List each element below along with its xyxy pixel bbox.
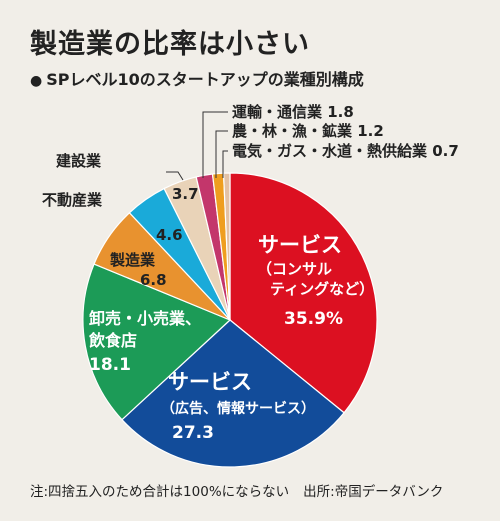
slice-labels: サービス （コンサル ティングなど） 35.9% サービス （広告、情報サービス… — [42, 103, 459, 443]
label-agriculture: 農・林・漁・鉱業 1.2 — [232, 122, 384, 140]
label-manufacturing-line1: 製造業 — [109, 251, 156, 269]
label-construction-value: 3.7 — [172, 185, 199, 203]
label-construction-name: 建設業 — [56, 152, 102, 170]
leader-line-transport — [202, 111, 228, 178]
label-service-consulting-line1: サービス — [258, 233, 342, 257]
label-service-ads-line1: サービス — [168, 370, 252, 394]
pie-slice-9 — [222, 172, 231, 321]
pie-slice-3 — [82, 263, 232, 421]
subtitle-text: SPレベル10のスタートアップの業種別構成 — [46, 70, 364, 89]
label-retail-line2: 飲食店 — [88, 331, 137, 350]
pie-slice-2 — [121, 319, 345, 468]
pie-slices — [82, 172, 378, 468]
label-manufacturing-value: 6.8 — [140, 271, 167, 289]
leader-line-utility — [222, 150, 228, 178]
footnote-note: 注:四捨五入のため合計は100%にならない — [30, 484, 290, 500]
label-utility: 電気・ガス・水道・熱供給業 0.7 — [232, 142, 459, 160]
leader-line-agriculture — [215, 130, 228, 178]
label-real-estate-name: 不動産業 — [42, 191, 103, 209]
label-transport: 運輸・通信業 1.8 — [232, 103, 354, 121]
bullet-icon: ● — [30, 73, 43, 89]
label-retail-value: 18.1 — [89, 355, 131, 375]
label-service-consulting-line3: ティングなど） — [270, 280, 374, 298]
label-service-ads-value: 27.3 — [172, 423, 214, 443]
leader-lines — [166, 111, 228, 181]
footnote: 注:四捨五入のため合計は100%にならない 出所:帝国データバンク — [30, 480, 443, 500]
leader-line-construction — [166, 171, 184, 181]
chart-subtitle: ● SPレベル10のスタートアップの業種別構成 — [30, 66, 364, 90]
chart-title: 製造業の比率は小さい — [30, 29, 310, 60]
label-retail-line1: 卸売・小売業、 — [89, 309, 201, 328]
pie-slice-1 — [229, 172, 378, 414]
label-real-estate-value: 4.6 — [156, 226, 183, 244]
label-service-consulting-line2: （コンサル — [257, 260, 332, 278]
label-service-ads-line2: （広告、情報サービス） — [161, 400, 315, 417]
footnote-source: 出所:帝国データバンク — [303, 484, 444, 500]
label-service-consulting-value: 35.9% — [284, 309, 343, 329]
